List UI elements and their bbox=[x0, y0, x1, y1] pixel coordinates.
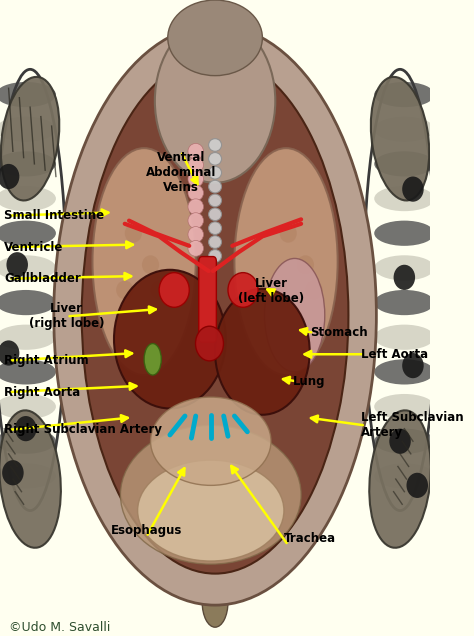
Ellipse shape bbox=[125, 224, 142, 243]
Ellipse shape bbox=[374, 151, 435, 177]
Ellipse shape bbox=[209, 236, 221, 248]
Ellipse shape bbox=[120, 425, 301, 564]
Text: Left Subclavian
Artery: Left Subclavian Artery bbox=[361, 411, 464, 439]
Text: Liver
(left lobe): Liver (left lobe) bbox=[238, 277, 304, 305]
Text: Liver
(right lobe): Liver (right lobe) bbox=[29, 303, 104, 331]
Ellipse shape bbox=[188, 199, 203, 214]
Text: Right Subclavian Artery: Right Subclavian Artery bbox=[4, 424, 162, 436]
Ellipse shape bbox=[188, 240, 203, 256]
Text: Right Atrium: Right Atrium bbox=[4, 354, 89, 367]
Ellipse shape bbox=[0, 164, 19, 189]
Ellipse shape bbox=[209, 167, 221, 179]
Ellipse shape bbox=[137, 460, 284, 561]
Ellipse shape bbox=[228, 273, 258, 307]
Ellipse shape bbox=[407, 473, 428, 498]
Ellipse shape bbox=[144, 343, 161, 375]
Text: Small Intestine: Small Intestine bbox=[4, 209, 104, 222]
Ellipse shape bbox=[1, 77, 59, 200]
Text: Stomach: Stomach bbox=[310, 326, 367, 340]
Ellipse shape bbox=[374, 359, 435, 385]
Ellipse shape bbox=[188, 226, 203, 242]
Ellipse shape bbox=[209, 222, 221, 235]
Ellipse shape bbox=[402, 177, 424, 202]
Ellipse shape bbox=[0, 82, 56, 107]
Ellipse shape bbox=[374, 394, 435, 419]
Ellipse shape bbox=[374, 324, 435, 350]
Ellipse shape bbox=[0, 151, 56, 177]
Ellipse shape bbox=[0, 324, 56, 350]
Ellipse shape bbox=[209, 208, 221, 221]
Ellipse shape bbox=[82, 57, 348, 574]
Text: Left Aorta: Left Aorta bbox=[361, 348, 428, 361]
Ellipse shape bbox=[297, 255, 314, 274]
Ellipse shape bbox=[374, 221, 435, 246]
Ellipse shape bbox=[0, 463, 56, 488]
Ellipse shape bbox=[393, 265, 415, 290]
Ellipse shape bbox=[374, 290, 435, 315]
Ellipse shape bbox=[159, 273, 189, 307]
Ellipse shape bbox=[188, 171, 203, 187]
Ellipse shape bbox=[202, 577, 228, 627]
Ellipse shape bbox=[188, 143, 203, 159]
Text: Esophagus: Esophagus bbox=[110, 524, 182, 537]
Ellipse shape bbox=[0, 221, 56, 246]
Ellipse shape bbox=[235, 148, 337, 375]
Ellipse shape bbox=[168, 0, 263, 76]
Ellipse shape bbox=[0, 290, 56, 315]
Ellipse shape bbox=[151, 397, 271, 485]
Ellipse shape bbox=[264, 258, 325, 372]
Ellipse shape bbox=[2, 460, 24, 485]
Ellipse shape bbox=[374, 463, 435, 488]
Ellipse shape bbox=[0, 410, 61, 548]
Ellipse shape bbox=[15, 416, 36, 441]
Ellipse shape bbox=[371, 77, 429, 200]
Text: Ventricle: Ventricle bbox=[4, 240, 64, 254]
Ellipse shape bbox=[209, 139, 221, 151]
Ellipse shape bbox=[374, 82, 435, 107]
Ellipse shape bbox=[0, 394, 56, 419]
Ellipse shape bbox=[195, 326, 223, 361]
Ellipse shape bbox=[374, 429, 435, 454]
Ellipse shape bbox=[188, 185, 203, 201]
Text: ©Udo M. Savalli: ©Udo M. Savalli bbox=[9, 621, 110, 634]
Text: Lung: Lung bbox=[292, 375, 325, 388]
Ellipse shape bbox=[374, 255, 435, 280]
Ellipse shape bbox=[151, 280, 168, 300]
Ellipse shape bbox=[280, 224, 297, 243]
Ellipse shape bbox=[0, 429, 56, 454]
Ellipse shape bbox=[7, 252, 28, 277]
Ellipse shape bbox=[0, 340, 19, 366]
Ellipse shape bbox=[374, 186, 435, 211]
Ellipse shape bbox=[188, 157, 203, 173]
Ellipse shape bbox=[142, 255, 159, 274]
Ellipse shape bbox=[271, 280, 288, 300]
Ellipse shape bbox=[0, 255, 56, 280]
Ellipse shape bbox=[209, 194, 221, 207]
Text: Right Aorta: Right Aorta bbox=[4, 385, 81, 399]
Ellipse shape bbox=[0, 359, 56, 385]
Ellipse shape bbox=[54, 25, 376, 605]
FancyBboxPatch shape bbox=[199, 256, 216, 342]
Ellipse shape bbox=[389, 429, 411, 454]
Ellipse shape bbox=[305, 280, 323, 300]
Ellipse shape bbox=[209, 153, 221, 165]
Ellipse shape bbox=[209, 180, 221, 193]
Ellipse shape bbox=[0, 116, 56, 142]
Ellipse shape bbox=[0, 186, 56, 211]
Ellipse shape bbox=[369, 410, 431, 548]
Ellipse shape bbox=[155, 19, 275, 183]
Text: Trachea: Trachea bbox=[284, 532, 336, 545]
Ellipse shape bbox=[188, 212, 203, 228]
Ellipse shape bbox=[215, 289, 310, 415]
Ellipse shape bbox=[116, 280, 133, 300]
Text: Ventral
Abdominal
Veins: Ventral Abdominal Veins bbox=[146, 151, 216, 194]
Text: Gallbladder: Gallbladder bbox=[4, 272, 81, 285]
Ellipse shape bbox=[402, 353, 424, 378]
Ellipse shape bbox=[92, 148, 196, 375]
Ellipse shape bbox=[114, 270, 226, 408]
Ellipse shape bbox=[209, 249, 221, 262]
Ellipse shape bbox=[374, 116, 435, 142]
